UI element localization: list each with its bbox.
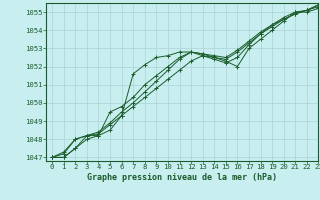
X-axis label: Graphe pression niveau de la mer (hPa): Graphe pression niveau de la mer (hPa) [87,173,277,182]
